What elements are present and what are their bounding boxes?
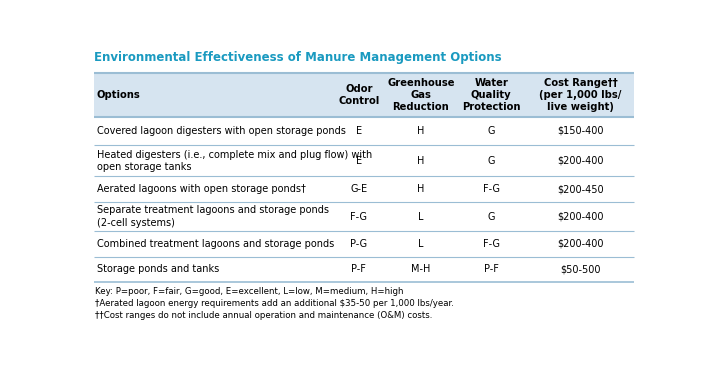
Text: P-F: P-F [351, 264, 366, 274]
Bar [94, 231, 634, 257]
Text: H: H [417, 126, 425, 136]
Text: Options: Options [97, 90, 140, 100]
Bar [94, 73, 634, 117]
Text: $200-400: $200-400 [557, 211, 604, 222]
Text: Combined treatment lagoons and storage ponds: Combined treatment lagoons and storage p… [97, 239, 334, 249]
Text: F-G: F-G [350, 211, 367, 222]
Bar [94, 202, 634, 231]
Text: Key: P=poor, F=fair, G=good, E=excellent, L=low, M=medium, H=high: Key: P=poor, F=fair, G=good, E=excellent… [95, 287, 404, 296]
Text: ††Cost ranges do not include annual operation and maintenance (O&M) costs.: ††Cost ranges do not include annual oper… [95, 311, 433, 320]
Text: L: L [418, 239, 423, 249]
Text: Cost Range††
(per 1,000 lbs/
live weight): Cost Range†† (per 1,000 lbs/ live weight… [539, 78, 622, 112]
Text: Water
Quality
Protection: Water Quality Protection [462, 78, 520, 112]
Text: $150-400: $150-400 [557, 126, 604, 136]
Text: Covered lagoon digesters with open storage ponds: Covered lagoon digesters with open stora… [97, 126, 346, 136]
Text: Storage ponds and tanks: Storage ponds and tanks [97, 264, 219, 274]
Text: G: G [488, 156, 495, 166]
Text: H: H [417, 184, 425, 194]
Text: Environmental Effectiveness of Manure Management Options: Environmental Effectiveness of Manure Ma… [94, 51, 501, 64]
Text: E: E [355, 156, 362, 166]
Text: G: G [488, 126, 495, 136]
Text: $200-450: $200-450 [557, 184, 604, 194]
Text: Separate treatment lagoons and storage ponds
(2-cell systems): Separate treatment lagoons and storage p… [97, 205, 329, 228]
Text: †Aerated lagoon energy requirements add an additional $35-50 per 1,000 lbs/year.: †Aerated lagoon energy requirements add … [95, 299, 454, 308]
Text: Heated digesters (i.e., complete mix and plug flow) with
open storage tanks: Heated digesters (i.e., complete mix and… [97, 150, 372, 172]
Text: Aerated lagoons with open storage ponds†: Aerated lagoons with open storage ponds† [97, 184, 306, 194]
Bar [94, 176, 634, 202]
Text: Greenhouse
Gas
Reduction: Greenhouse Gas Reduction [387, 78, 455, 112]
Text: $200-400: $200-400 [557, 239, 604, 249]
Text: Odor
Control: Odor Control [338, 84, 379, 106]
Text: P-F: P-F [484, 264, 498, 274]
Text: M-H: M-H [411, 264, 430, 274]
Bar [94, 145, 634, 176]
Text: G-E: G-E [350, 184, 367, 194]
Text: $50-500: $50-500 [560, 264, 600, 274]
Text: L: L [418, 211, 423, 222]
Text: G: G [488, 211, 495, 222]
Text: $200-400: $200-400 [557, 156, 604, 166]
Text: F-G: F-G [483, 184, 500, 194]
Text: E: E [355, 126, 362, 136]
Text: F-G: F-G [483, 239, 500, 249]
Bar [94, 117, 634, 145]
Text: P-G: P-G [350, 239, 367, 249]
Bar [94, 257, 634, 282]
Text: H: H [417, 156, 425, 166]
